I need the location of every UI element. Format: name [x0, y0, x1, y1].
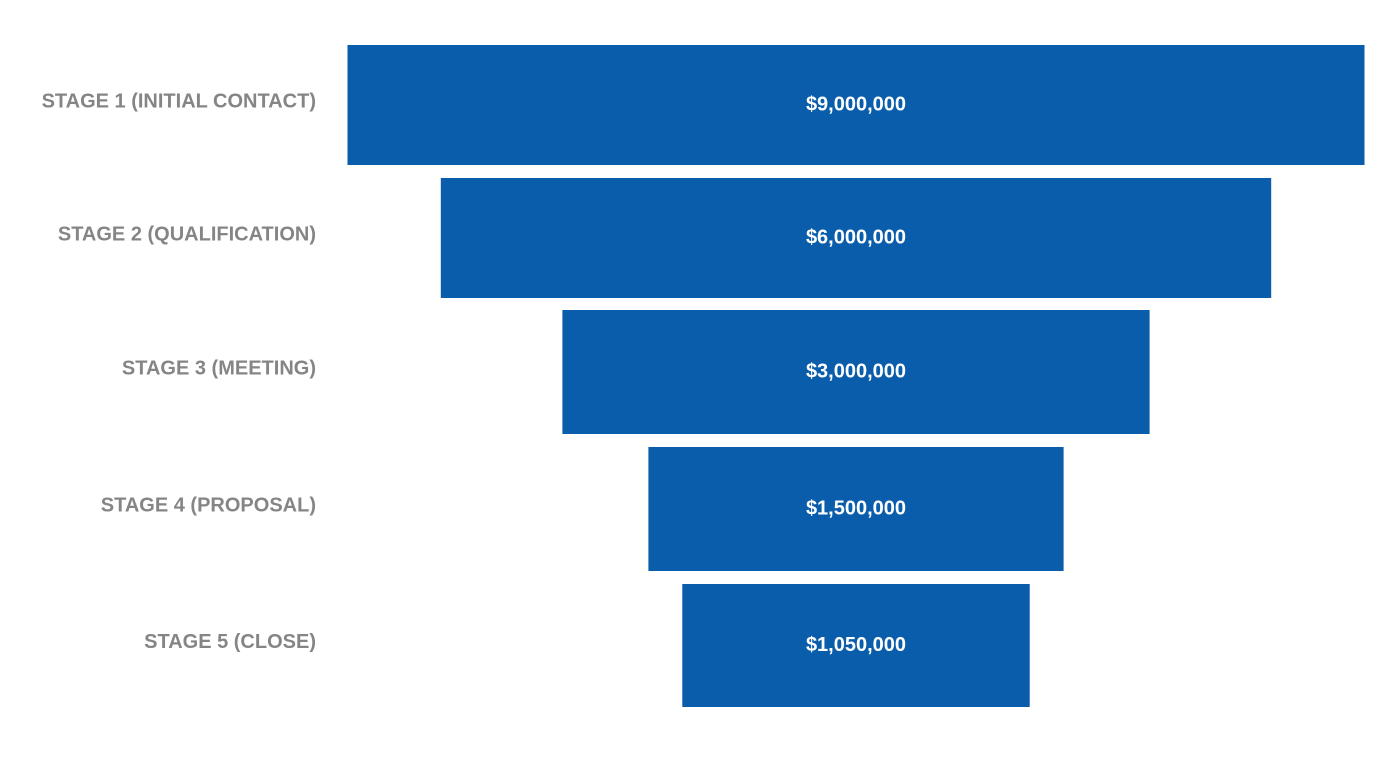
funnel-bar-stage-4 [648, 447, 1064, 571]
value-labels: $9,000,000 $6,000,000 $3,000,000 $1,500,000… [806, 93, 906, 656]
stage-label-2: STAGE 2 (QUALIFICATION) [58, 223, 316, 245]
stage-label-1: STAGE 1 (INITIAL CONTACT) [42, 90, 316, 112]
funnel-bar-stage-5 [682, 584, 1030, 707]
funnel-bar-stage-3 [562, 310, 1150, 434]
stage-label-5: STAGE 5 (CLOSE) [144, 631, 316, 653]
stage-label-4: STAGE 4 (PROPOSAL) [101, 494, 316, 516]
bar-value-label-4: $1,500,000 [806, 497, 906, 519]
bar-value-label-2: $6,000,000 [806, 226, 906, 248]
funnel-bars [347, 45, 1365, 707]
bar-value-label-1: $9,000,000 [806, 93, 906, 115]
stage-labels: STAGE 1 (INITIAL CONTACT) STAGE 2 (QUALIF… [42, 90, 316, 653]
bar-value-label-5: $1,050,000 [806, 634, 906, 656]
funnel-bar-stage-2 [440, 178, 1272, 298]
stage-label-3: STAGE 3 (MEETING) [122, 357, 316, 379]
funnel-bar-stage-1 [347, 45, 1365, 165]
bar-value-label-3: $3,000,000 [806, 360, 906, 382]
